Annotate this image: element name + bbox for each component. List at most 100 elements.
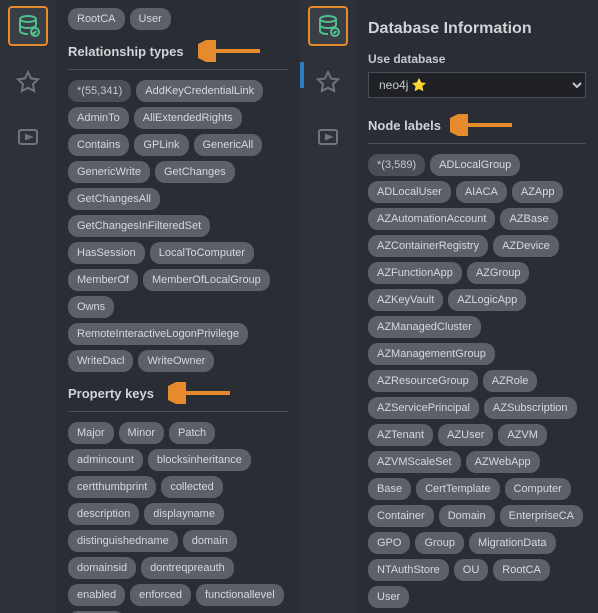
tag-azbase[interactable]: AZBase [500,208,557,230]
tag-azresourcegroup[interactable]: AZResourceGroup [368,370,478,392]
star-icon[interactable] [8,62,48,102]
tag-azmanagedcluster[interactable]: AZManagedCluster [368,316,481,338]
relationship-types-title: Relationship types [68,44,288,59]
tag-displayname[interactable]: displayname [144,503,224,525]
tag-getchangesinfilteredset[interactable]: GetChangesInFilteredSet [68,215,210,237]
tag-azrole[interactable]: AZRole [483,370,538,392]
tag-enabled[interactable]: enabled [68,584,125,606]
tag-functionallevel[interactable]: functionallevel [196,584,284,606]
tag-rootca[interactable]: RootCA [493,559,550,581]
tag-aiaca[interactable]: AIACA [456,181,507,203]
tag-ou[interactable]: OU [454,559,489,581]
tag-enterpriseca[interactable]: EnterpriseCA [500,505,583,527]
tag-azvm[interactable]: AZVM [498,424,547,446]
property-keys-group: MajorMinorPatch admincountblocksinheritan… [68,422,288,613]
tag-major[interactable]: Major [68,422,114,444]
tag-computer[interactable]: Computer [505,478,571,500]
tag-writeowner[interactable]: WriteOwner [138,350,214,372]
tag-domain[interactable]: Domain [439,505,495,527]
tag-localtocomputer[interactable]: LocalToComputer [150,242,254,264]
divider [68,411,288,412]
tag-writedacl[interactable]: WriteDacl [68,350,133,372]
tag-azserviceprincipal[interactable]: AZServicePrincipal [368,397,479,419]
tag-domainsid[interactable]: domainsid [68,557,136,579]
tag-azlogicapp[interactable]: AZLogicApp [448,289,526,311]
tag-azmanagementgroup[interactable]: AZManagementGroup [368,343,495,365]
tag-certtemplate[interactable]: CertTemplate [416,478,499,500]
left-content: RootCA User Relationship types *(55,341)… [56,0,300,613]
tag-user[interactable]: User [368,586,409,608]
tag-base[interactable]: Base [368,478,411,500]
tag-azgroup[interactable]: AZGroup [467,262,530,284]
tag-hassession[interactable]: HasSession [68,242,145,264]
tag-aztenant[interactable]: AZTenant [368,424,433,446]
property-keys-title: Property keys [68,386,288,401]
tag-azapp[interactable]: AZApp [512,181,564,203]
tag-remoteinteractivelogonprivilege[interactable]: RemoteInteractiveLogonPrivilege [68,323,248,345]
database-select[interactable]: neo4j ⭐ [368,72,586,98]
tag-rootca[interactable]: RootCA [68,8,125,30]
tag-minor[interactable]: Minor [119,422,165,444]
database-icon[interactable] [8,6,48,46]
tag-azdevice[interactable]: AZDevice [493,235,559,257]
right-content: Database Information Use database neo4j … [356,0,598,613]
star-icon[interactable] [308,62,348,102]
tag-blocksinheritance[interactable]: blocksinheritance [148,449,251,471]
tag-memberof[interactable]: MemberOf [68,269,138,291]
play-icon[interactable] [8,118,48,158]
tag-azcontainerregistry[interactable]: AZContainerRegistry [368,235,488,257]
arrow-icon [198,40,268,62]
tag-gplink[interactable]: GPLink [134,134,188,156]
database-icon[interactable] [308,6,348,46]
left-sidebar [0,0,56,613]
play-icon[interactable] [308,118,348,158]
node-labels-label: Node labels [368,118,441,133]
database-info-title: Database Information [368,20,586,38]
arrow-icon [168,382,238,404]
tag-domain[interactable]: domain [183,530,237,552]
tag-azvmscaleset[interactable]: AZVMScaleSet [368,451,461,473]
tag-description[interactable]: description [68,503,139,525]
tag--55-341-[interactable]: *(55,341) [68,80,131,102]
node-labels-title: Node labels [368,118,586,133]
tag-patch[interactable]: Patch [169,422,215,444]
tag-contains[interactable]: Contains [68,134,129,156]
tag-getchanges[interactable]: GetChanges [155,161,235,183]
tag-gpo[interactable]: GPO [368,532,410,554]
tag-admincount[interactable]: admincount [68,449,143,471]
tag--3-589-[interactable]: *(3,589) [368,154,425,176]
tag-azautomationaccount[interactable]: AZAutomationAccount [368,208,495,230]
tag-adlocalgroup[interactable]: ADLocalGroup [430,154,520,176]
tag-getchangesall[interactable]: GetChangesAll [68,188,160,210]
relationship-types-group: *(55,341)AddKeyCredentialLink AdminToAllE… [68,80,288,372]
tag-ntauthstore[interactable]: NTAuthStore [368,559,449,581]
tag-azuser[interactable]: AZUser [438,424,493,446]
tag-owns[interactable]: Owns [68,296,114,318]
use-database-label: Use database [368,52,586,66]
tag-adlocaluser[interactable]: ADLocalUser [368,181,451,203]
tag-certthumbprint[interactable]: certthumbprint [68,476,156,498]
tag-enforced[interactable]: enforced [130,584,191,606]
tag-azsubscription[interactable]: AZSubscription [484,397,577,419]
tag-azkeyvault[interactable]: AZKeyVault [368,289,443,311]
tag-azwebapp[interactable]: AZWebApp [466,451,540,473]
tag-addkeycredentiallink[interactable]: AddKeyCredentialLink [136,80,263,102]
tag-genericwrite[interactable]: GenericWrite [68,161,150,183]
tag-dontreqpreauth[interactable]: dontreqpreauth [141,557,234,579]
tag-collected[interactable]: collected [161,476,222,498]
tag-memberoflocalgroup[interactable]: MemberOfLocalGroup [143,269,270,291]
tag-migrationdata[interactable]: MigrationData [469,532,555,554]
relationship-types-label: Relationship types [68,44,184,59]
tag-group[interactable]: Group [415,532,464,554]
tag-container[interactable]: Container [368,505,434,527]
tag-distinguishedname[interactable]: distinguishedname [68,530,178,552]
tag-genericall[interactable]: GenericAll [194,134,263,156]
right-panel: Database Information Use database neo4j … [300,0,598,613]
tag-azfunctionapp[interactable]: AZFunctionApp [368,262,462,284]
tag-adminto[interactable]: AdminTo [68,107,129,129]
right-sidebar [300,0,356,613]
blue-indicator [300,62,304,88]
top-tags: RootCA User [68,8,288,30]
tag-allextendedrights[interactable]: AllExtendedRights [134,107,242,129]
tag-user[interactable]: User [130,8,171,30]
